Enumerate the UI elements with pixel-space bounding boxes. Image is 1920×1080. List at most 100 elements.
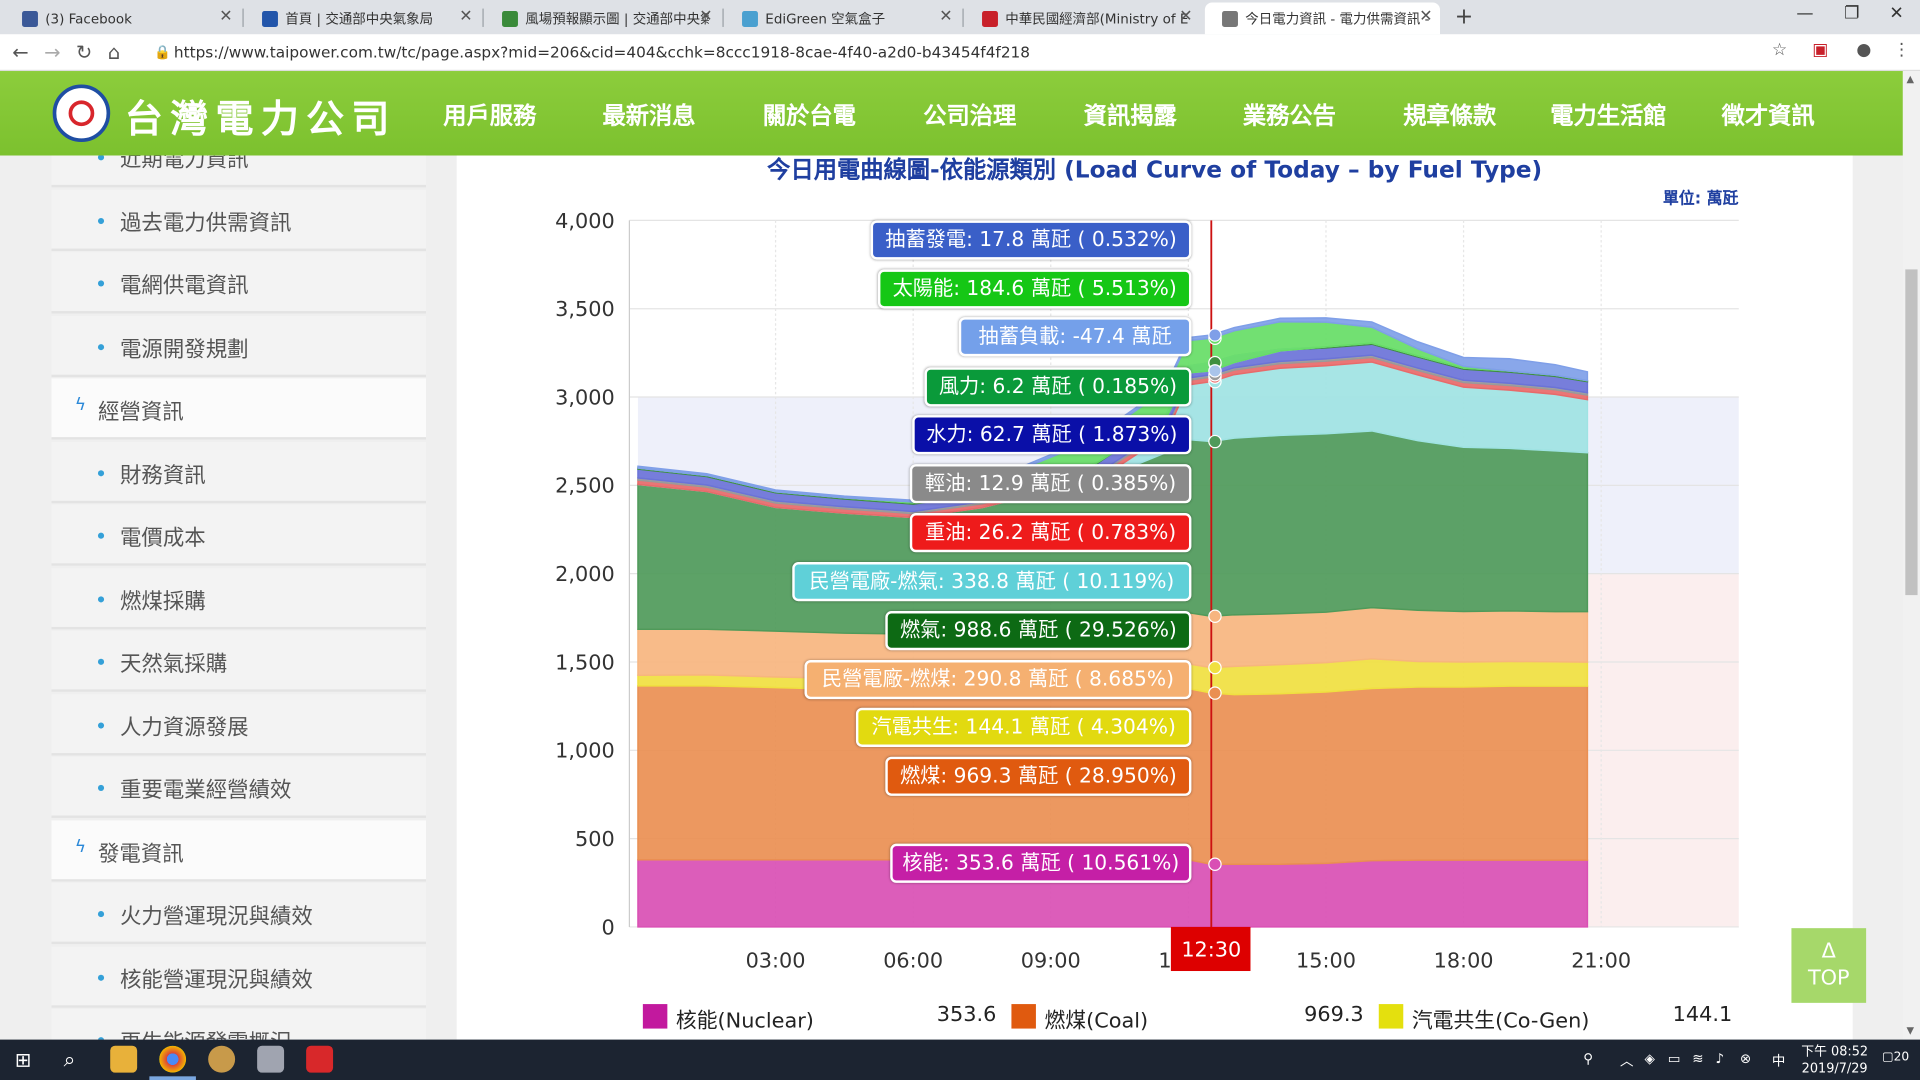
sidebar-item[interactable]: ϟ 發電資訊	[51, 819, 427, 882]
menu-icon[interactable]: ⋮	[1893, 40, 1911, 60]
crosshair-time-label: 12:30	[1181, 937, 1241, 961]
active-app-indicator	[149, 1076, 196, 1080]
close-window-button[interactable]: ✕	[1889, 3, 1904, 24]
windows-taskbar: ⊞ ⌕ ⚲ ︿ ◈ ▭ ≋ ♪ ⊗ 中 下午 08:52 2019/7/29 ▢…	[0, 1039, 1920, 1080]
sidebar-item-label: 經營資訊	[97, 400, 184, 425]
map-icon	[502, 10, 518, 27]
close-tab-icon[interactable]: ✕	[219, 7, 233, 26]
sidebar-item[interactable]: 燃煤採購	[51, 567, 427, 629]
browser-tab[interactable]: (3) Facebook ✕	[5, 2, 240, 34]
profile-icon[interactable]: ●	[1856, 40, 1872, 60]
nav-item[interactable]: 電力生活館	[1550, 102, 1667, 130]
network-icon[interactable]: ⊗	[1740, 1050, 1752, 1067]
nav-item[interactable]: 公司治理	[923, 102, 1017, 130]
browser-tab[interactable]: EdiGreen 空氣盒子 ✕	[725, 2, 960, 34]
reload-icon[interactable]: ↻	[75, 40, 93, 64]
taipower-logo-icon[interactable]	[52, 84, 111, 143]
sidebar-item[interactable]: ϟ 經營資訊	[51, 378, 427, 440]
sidebar-item[interactable]: 電網供電資訊	[51, 252, 427, 314]
tray-chevron-icon[interactable]: ︿	[1620, 1053, 1634, 1069]
close-tab-icon[interactable]: ✕	[1179, 7, 1193, 26]
close-tab-icon[interactable]: ✕	[1419, 7, 1433, 26]
tab-title: (3) Facebook	[45, 10, 132, 27]
globe-icon	[1222, 10, 1238, 27]
close-tab-icon[interactable]: ✕	[459, 7, 473, 26]
maximize-button[interactable]: ❐	[1844, 3, 1860, 24]
back-icon[interactable]: ←	[12, 40, 29, 64]
legend-value: 969.3	[1304, 1002, 1364, 1028]
browser-tab[interactable]: 中華民國經濟部(Ministry of Eco ✕	[965, 2, 1200, 34]
home-icon[interactable]: ⌂	[107, 40, 121, 64]
sidebar-item[interactable]: 人力資源發展	[51, 693, 427, 755]
nav-item[interactable]: 關於台電	[762, 102, 856, 130]
tooltip-label: 抽蓄發電: 17.8 萬瓩 ( 0.532%)	[870, 220, 1192, 260]
windows-start-icon[interactable]: ⊞	[14, 1048, 32, 1072]
browser-tab[interactable]: 今日電力資訊 - 電力供需資訊 - 台 ✕	[1204, 2, 1440, 35]
forward-icon[interactable]: →	[44, 40, 61, 64]
sidebar-item[interactable]: 電源開發規劃	[51, 315, 427, 377]
bookmark-star-icon[interactable]: ☆	[1771, 40, 1788, 60]
nav-item[interactable]: 規章條款	[1403, 102, 1497, 130]
scroll-down-icon[interactable]: ▼	[1906, 1024, 1915, 1036]
sidebar-item-label: 過去電力供需資訊	[120, 211, 292, 236]
taskbar-clock[interactable]: 下午 08:52 2019/7/29	[1801, 1043, 1868, 1077]
back-to-top-button[interactable]: Δ TOP	[1791, 928, 1867, 1003]
sidebar: 近期電力資訊過去電力供需資訊電網供電資訊 電源開發規劃 ϟ 經營資訊 財務資訊 電價成本燃…	[51, 155, 427, 1040]
new-tab-button[interactable]: +	[1454, 3, 1474, 30]
legend-item[interactable]: 燃煤(Coal) 969.3	[1011, 1002, 1378, 1033]
notification-center-icon[interactable]: ▢20	[1882, 1050, 1910, 1065]
people-icon[interactable]: ⚲	[1583, 1050, 1594, 1067]
volume-icon[interactable]: ♪	[1715, 1050, 1725, 1067]
sidebar-item[interactable]: 火力營運現況與績效	[51, 882, 427, 945]
browser-tab[interactable]: 首頁 | 交通部中央氣象局 ✕	[245, 2, 480, 34]
eye-icon	[262, 10, 278, 27]
bullet-icon	[97, 974, 105, 981]
app-icon-1[interactable]	[208, 1045, 236, 1073]
site-logo-text[interactable]: 台灣電力公司	[124, 97, 397, 143]
browser-tab[interactable]: 風場預報顯示圖 | 交通部中央氣象 ✕	[485, 2, 720, 34]
sidebar-item[interactable]: 天然氣採購	[51, 630, 427, 692]
sidebar-item[interactable]: 重要電業經營績效	[51, 756, 427, 818]
sidebar-item[interactable]: 再生能源發電概況	[51, 1008, 427, 1040]
file-explorer-icon[interactable]	[110, 1045, 138, 1073]
tooltip-label: 民營電廠-燃煤: 290.8 萬瓩 ( 8.685%)	[804, 660, 1192, 700]
nav-item[interactable]: 業務公告	[1242, 102, 1336, 130]
close-tab-icon[interactable]: ✕	[939, 7, 953, 26]
battery-icon[interactable]: ▭	[1667, 1050, 1681, 1067]
page-scrollbar[interactable]: ▲ ▼	[1902, 71, 1920, 1040]
app-icon-3[interactable]	[306, 1045, 334, 1073]
legend-item[interactable]: 核能(Nuclear) 353.6	[642, 1002, 1010, 1033]
nav-item[interactable]: 最新消息	[602, 102, 696, 130]
legend-item[interactable]: 汽電共生(Co-Gen) 144.1	[1378, 1002, 1746, 1033]
notification-count: 20	[1893, 1050, 1910, 1065]
sidebar-item[interactable]: 過去電力供需資訊	[51, 189, 427, 251]
url-field[interactable]: 🔒 https://www.taipower.com.tw/tc/page.as…	[144, 39, 1805, 67]
sidebar-item[interactable]: 近期電力資訊	[51, 155, 427, 188]
search-icon[interactable]: ⌕	[63, 1048, 76, 1073]
minimize-button[interactable]: —	[1796, 3, 1814, 24]
nav-item[interactable]: 徵才資訊	[1721, 102, 1815, 130]
chrome-icon[interactable]	[159, 1045, 187, 1073]
sidebar-item[interactable]: 核能營運現況與績效	[51, 945, 427, 1008]
close-tab-icon[interactable]: ✕	[699, 7, 713, 26]
nav-item[interactable]: 資訊揭露	[1083, 102, 1177, 130]
sidebar-item[interactable]: 財務資訊	[51, 441, 427, 503]
security-icon[interactable]: ◈	[1644, 1050, 1655, 1067]
bullet-icon	[97, 1037, 105, 1040]
ime-icon[interactable]: 中	[1771, 1053, 1786, 1069]
app-icon-2[interactable]	[257, 1045, 285, 1073]
y-tick-label: 0	[601, 915, 614, 939]
tab-divider	[722, 8, 724, 27]
sidebar-item-label: 核能營運現況與績效	[120, 967, 313, 993]
up-arrow-icon: Δ	[1821, 939, 1836, 964]
bullet-icon	[97, 280, 105, 287]
x-tick-label: 03:00	[746, 948, 806, 972]
nav-item[interactable]: 用戶服務	[443, 102, 537, 130]
sidebar-item[interactable]: 電價成本	[51, 504, 427, 566]
extension-icon[interactable]: ▣	[1812, 40, 1829, 60]
bullet-icon	[97, 343, 105, 350]
crosshair-marker-1	[1208, 686, 1222, 700]
wifi-icon[interactable]: ≋	[1692, 1050, 1704, 1067]
scroll-up-icon[interactable]: ▲	[1906, 73, 1915, 85]
scrollbar-thumb[interactable]	[1905, 269, 1918, 596]
